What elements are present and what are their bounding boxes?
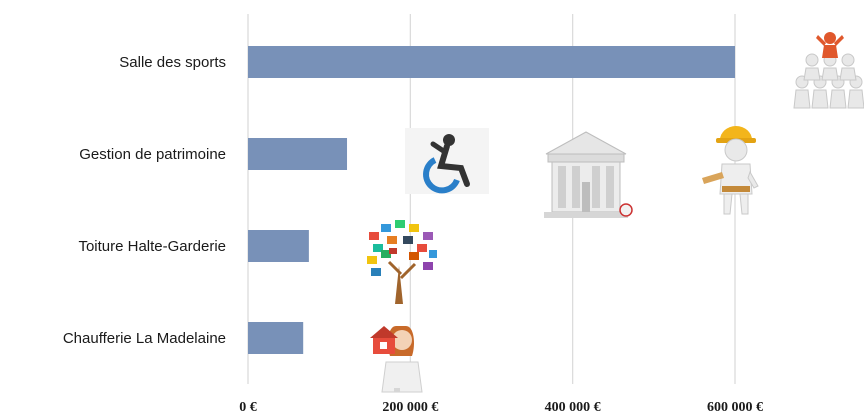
bars [248, 46, 735, 354]
bar [248, 46, 735, 78]
people-pyramid-icon [793, 32, 864, 109]
public-building-icon [544, 131, 633, 218]
bar [248, 322, 304, 354]
x-tick-labels: 0 € 200 000 € 400 000 € 600 000 € [239, 400, 763, 413]
x-tick-label: 0 € [239, 400, 257, 413]
construction-worker-icon [702, 126, 759, 215]
category-label: Salle des sports [119, 54, 226, 71]
category-label: Toiture Halte-Garderie [78, 238, 226, 255]
real-estate-agent-icon [370, 326, 423, 393]
x-tick-label: 400 000 € [545, 400, 601, 413]
category-labels: Salle des sports Gestion de patrimoine Toi… [63, 54, 226, 347]
category-label: Gestion de patrimoine [79, 146, 226, 163]
wheelchair-accessibility-icon [405, 128, 489, 194]
bar [248, 230, 309, 262]
bar [248, 138, 348, 170]
knowledge-tree-icon [367, 220, 437, 304]
x-tick-label: 600 000 € [707, 400, 763, 413]
x-tick-label: 200 000 € [382, 400, 438, 413]
category-label: Chaufferie La Madelaine [63, 330, 226, 347]
